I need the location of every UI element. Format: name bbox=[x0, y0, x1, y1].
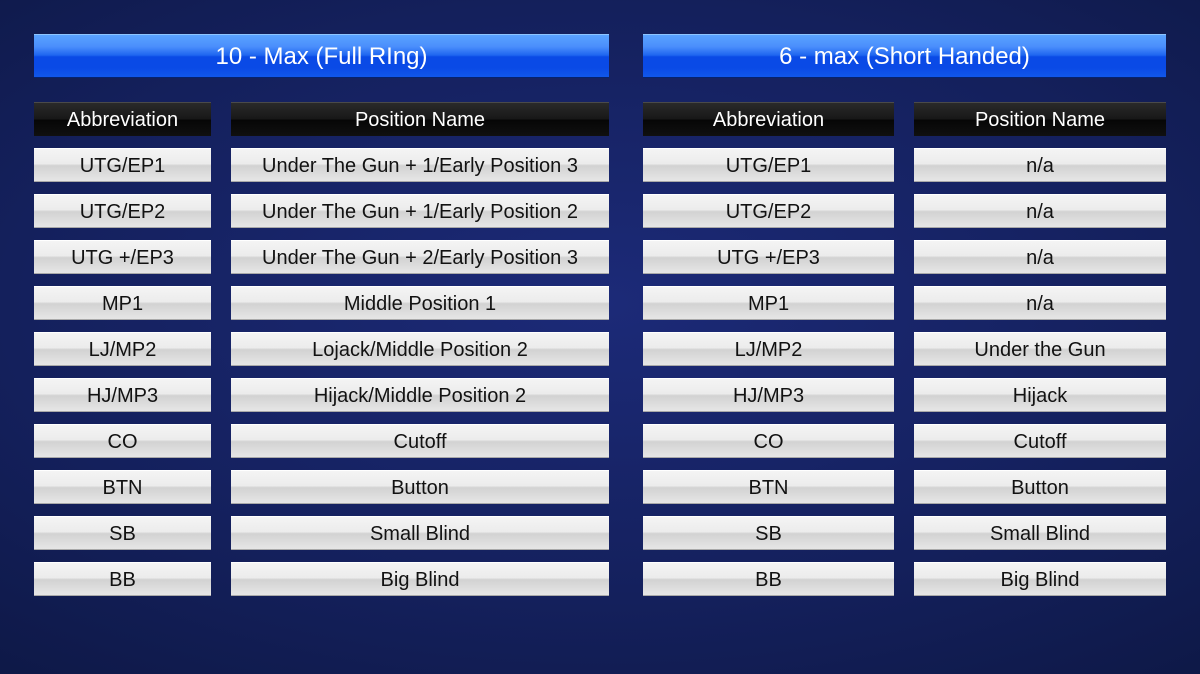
table-cell: Cutoff bbox=[914, 424, 1166, 458]
comparison-layout: 10 - Max (Full RIng) Abbreviation Positi… bbox=[34, 34, 1166, 644]
table-cell: UTG/EP2 bbox=[643, 194, 894, 228]
table-cell: LJ/MP2 bbox=[643, 332, 894, 366]
table-10max: Abbreviation Position Name UTG/EP1 Under… bbox=[34, 102, 609, 596]
table-cell: UTG/EP1 bbox=[643, 148, 894, 182]
table-cell: UTG +/EP3 bbox=[34, 240, 211, 274]
table-cell: n/a bbox=[914, 286, 1166, 320]
table-cell: BTN bbox=[643, 470, 894, 504]
table-cell: Big Blind bbox=[914, 562, 1166, 596]
table-cell: SB bbox=[643, 516, 894, 550]
table-cell: MP1 bbox=[643, 286, 894, 320]
table-cell: Big Blind bbox=[231, 562, 609, 596]
col-header-position: Position Name bbox=[231, 102, 609, 136]
table-cell: Under The Gun + 2/Early Position 3 bbox=[231, 240, 609, 274]
table-cell: BTN bbox=[34, 470, 211, 504]
panel-6max: 6 - max (Short Handed) Abbreviation Posi… bbox=[643, 34, 1166, 644]
table-cell: SB bbox=[34, 516, 211, 550]
table-cell: Hijack/Middle Position 2 bbox=[231, 378, 609, 412]
table-cell: CO bbox=[643, 424, 894, 458]
table-cell: Hijack bbox=[914, 378, 1166, 412]
table-cell: MP1 bbox=[34, 286, 211, 320]
table-cell: HJ/MP3 bbox=[34, 378, 211, 412]
table-cell: CO bbox=[34, 424, 211, 458]
table-cell: n/a bbox=[914, 148, 1166, 182]
table-cell: HJ/MP3 bbox=[643, 378, 894, 412]
panel-title-10max: 10 - Max (Full RIng) bbox=[34, 34, 609, 78]
col-header-abbrev: Abbreviation bbox=[34, 102, 211, 136]
table-cell: n/a bbox=[914, 240, 1166, 274]
col-header-abbrev: Abbreviation bbox=[643, 102, 894, 136]
table-cell: Button bbox=[231, 470, 609, 504]
table-cell: LJ/MP2 bbox=[34, 332, 211, 366]
table-cell: UTG/EP1 bbox=[34, 148, 211, 182]
table-cell: Under The Gun + 1/Early Position 3 bbox=[231, 148, 609, 182]
panel-title-6max: 6 - max (Short Handed) bbox=[643, 34, 1166, 78]
table-cell: Button bbox=[914, 470, 1166, 504]
table-cell: Under the Gun bbox=[914, 332, 1166, 366]
table-cell: UTG +/EP3 bbox=[643, 240, 894, 274]
panel-10max: 10 - Max (Full RIng) Abbreviation Positi… bbox=[34, 34, 609, 644]
table-6max: Abbreviation Position Name UTG/EP1 n/a U… bbox=[643, 102, 1166, 596]
col-header-position: Position Name bbox=[914, 102, 1166, 136]
table-cell: Under The Gun + 1/Early Position 2 bbox=[231, 194, 609, 228]
table-cell: BB bbox=[643, 562, 894, 596]
table-cell: Small Blind bbox=[231, 516, 609, 550]
table-cell: Middle Position 1 bbox=[231, 286, 609, 320]
table-cell: BB bbox=[34, 562, 211, 596]
table-cell: Small Blind bbox=[914, 516, 1166, 550]
table-cell: Cutoff bbox=[231, 424, 609, 458]
table-cell: n/a bbox=[914, 194, 1166, 228]
table-cell: UTG/EP2 bbox=[34, 194, 211, 228]
table-cell: Lojack/Middle Position 2 bbox=[231, 332, 609, 366]
